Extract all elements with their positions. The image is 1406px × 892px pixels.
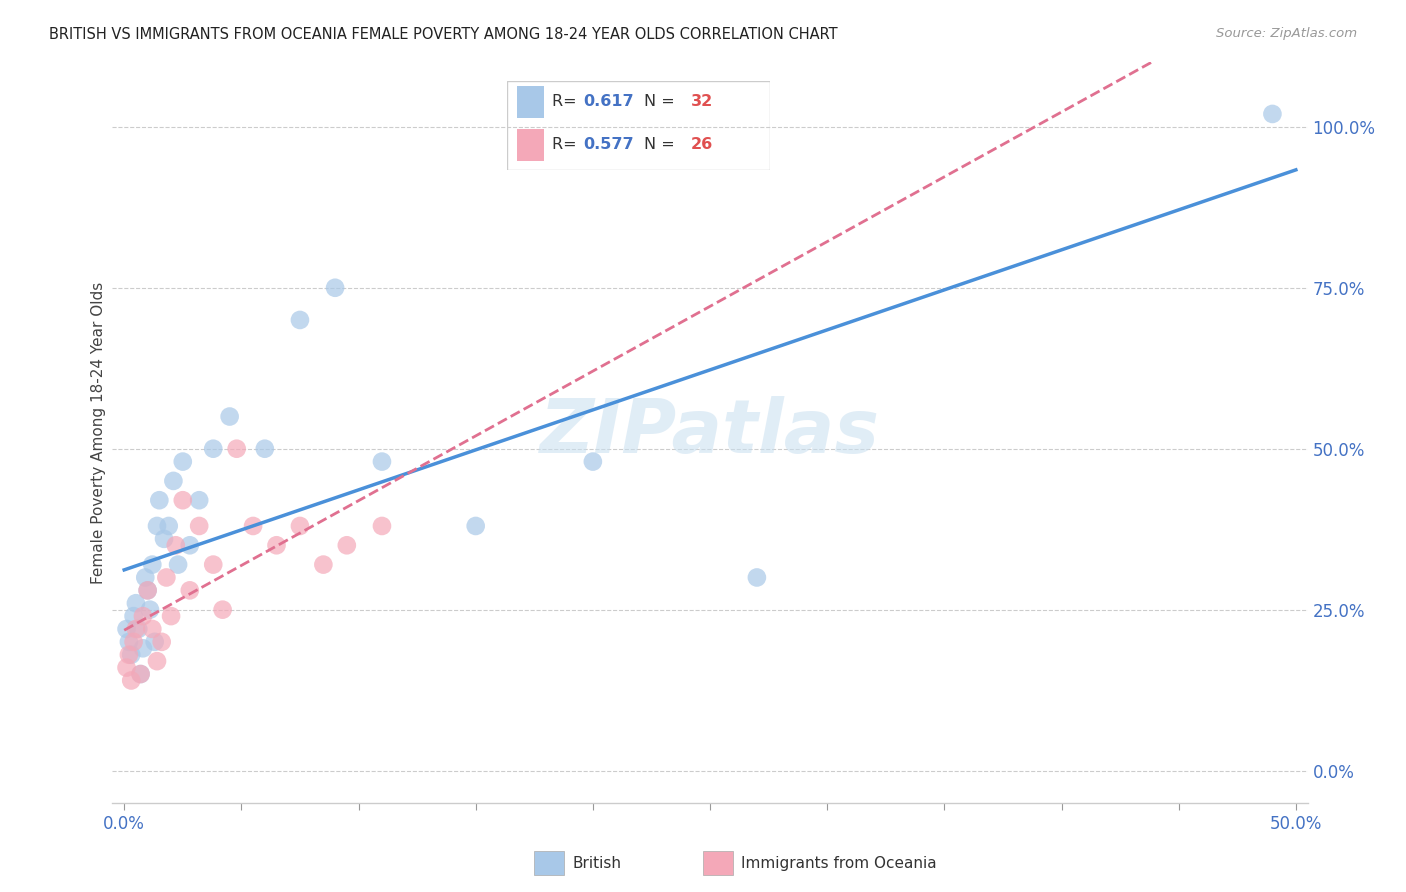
Point	[118, 635, 141, 649]
Point	[202, 442, 225, 456]
Point	[288, 519, 311, 533]
Point	[179, 538, 201, 552]
Point	[146, 654, 169, 668]
Text: Immigrants from Oceania: Immigrants from Oceania	[741, 855, 936, 871]
Point	[162, 474, 184, 488]
Point	[146, 519, 169, 533]
Point	[120, 648, 142, 662]
Point	[242, 519, 264, 533]
Point	[122, 609, 145, 624]
Point	[225, 442, 247, 456]
Point	[115, 622, 138, 636]
Point	[118, 648, 141, 662]
Point	[157, 519, 180, 533]
Point	[125, 622, 148, 636]
Point	[150, 635, 173, 649]
Point	[172, 493, 194, 508]
Point	[139, 602, 162, 616]
Point	[155, 570, 177, 584]
Point	[125, 596, 148, 610]
Point	[266, 538, 288, 552]
Text: BRITISH VS IMMIGRANTS FROM OCEANIA FEMALE POVERTY AMONG 18-24 YEAR OLDS CORRELAT: BRITISH VS IMMIGRANTS FROM OCEANIA FEMAL…	[49, 27, 838, 42]
Point	[160, 609, 183, 624]
Point	[464, 519, 486, 533]
Point	[120, 673, 142, 688]
Text: ZIPatlas: ZIPatlas	[540, 396, 880, 469]
Point	[312, 558, 335, 572]
Point	[745, 570, 768, 584]
Text: Source: ZipAtlas.com: Source: ZipAtlas.com	[1216, 27, 1357, 40]
Point	[179, 583, 201, 598]
Point	[165, 538, 187, 552]
Point	[202, 558, 225, 572]
Point	[136, 583, 159, 598]
Point	[371, 454, 394, 468]
Point	[143, 635, 166, 649]
Point	[371, 519, 394, 533]
Point	[115, 660, 138, 674]
Point	[127, 622, 149, 636]
Point	[132, 641, 155, 656]
Point	[188, 519, 211, 533]
Point	[336, 538, 359, 552]
Bar	[703, 851, 733, 875]
Point	[132, 609, 155, 624]
Point	[582, 454, 605, 468]
Point	[136, 583, 159, 598]
Point	[1261, 107, 1284, 121]
Point	[288, 313, 311, 327]
Point	[218, 409, 240, 424]
Point	[129, 667, 152, 681]
Point	[172, 454, 194, 468]
Point	[167, 558, 190, 572]
Point	[141, 558, 163, 572]
Point	[253, 442, 276, 456]
Point	[129, 667, 152, 681]
Point	[153, 532, 176, 546]
Point	[211, 602, 233, 616]
Point	[188, 493, 211, 508]
Point	[323, 281, 346, 295]
Point	[141, 622, 163, 636]
Text: British: British	[572, 855, 621, 871]
Y-axis label: Female Poverty Among 18-24 Year Olds: Female Poverty Among 18-24 Year Olds	[91, 282, 105, 583]
Point	[134, 570, 156, 584]
Point	[122, 635, 145, 649]
Point	[148, 493, 170, 508]
Bar	[534, 851, 564, 875]
